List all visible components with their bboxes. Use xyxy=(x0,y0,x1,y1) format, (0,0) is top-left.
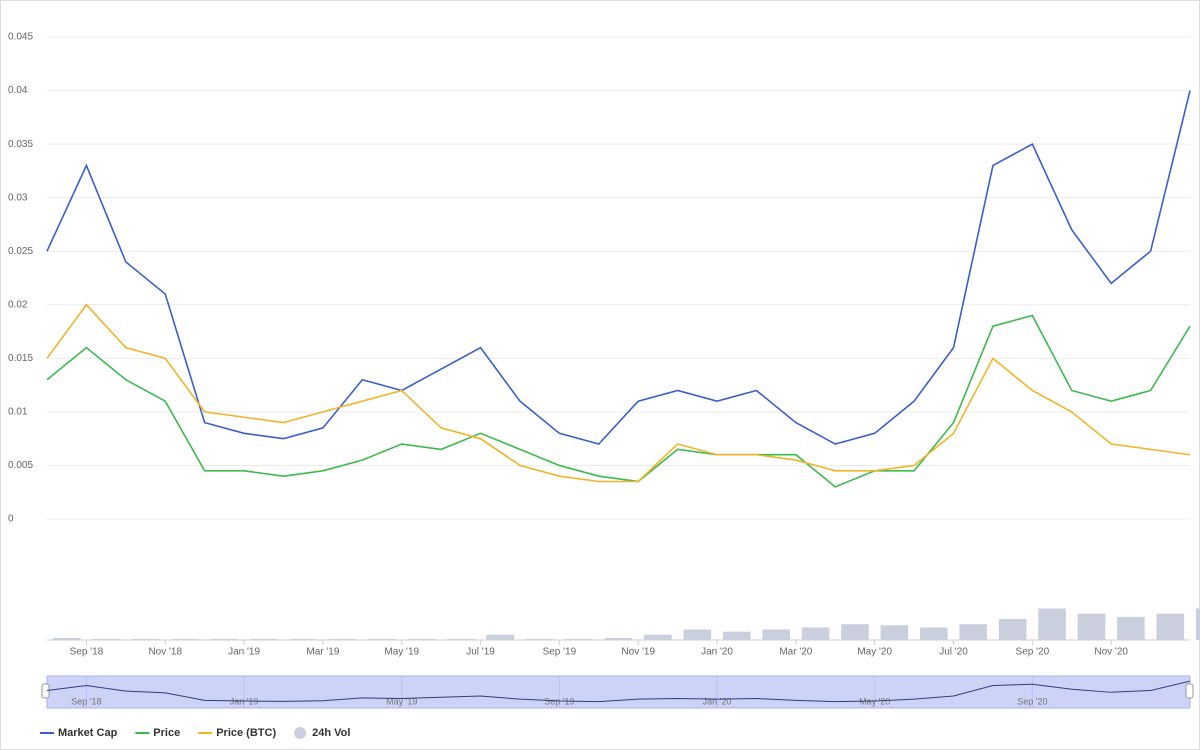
series-line xyxy=(46,303,1191,483)
volume-bar xyxy=(92,638,120,640)
nav-handle[interactable] xyxy=(41,683,50,699)
y-tick-label: 0.045 xyxy=(8,32,33,43)
y-tick-label: 0.03 xyxy=(8,192,28,203)
x-tick-label: Jul '19 xyxy=(466,647,495,658)
x-tick-label: May '20 xyxy=(857,647,892,658)
volume-bar xyxy=(1195,608,1200,640)
volume-bar xyxy=(1038,608,1066,640)
volume-bar xyxy=(920,627,948,640)
legend-symbol xyxy=(294,727,307,739)
volume-bar xyxy=(959,624,988,640)
volume-bar xyxy=(368,638,396,640)
x-tick-label: Sep '20 xyxy=(1016,647,1050,658)
volume-bar xyxy=(841,624,869,640)
x-tick-label: Jan '20 xyxy=(701,647,733,658)
x-tick-label: Sep '18 xyxy=(70,647,104,658)
volume-bar xyxy=(210,638,239,640)
x-tick-label: Mar '19 xyxy=(306,647,339,658)
volume-bar xyxy=(722,631,751,640)
nav-tick-label: Jan '20 xyxy=(703,696,732,706)
legend-item[interactable]: Price xyxy=(135,727,180,739)
volume-bar xyxy=(880,625,909,640)
volume-bar xyxy=(762,629,790,640)
volume-bar xyxy=(604,637,633,640)
y-tick-label: 0.025 xyxy=(8,246,33,257)
volume-bar xyxy=(525,638,554,640)
volume-bar xyxy=(1117,616,1145,640)
volume-bar xyxy=(801,627,830,640)
volume-bar xyxy=(407,638,436,640)
legend-item[interactable]: Price (BTC) xyxy=(198,727,276,739)
x-tick-label: Nov '20 xyxy=(1094,647,1128,658)
volume-bar xyxy=(683,629,712,640)
y-tick-label: 0.035 xyxy=(8,139,33,150)
volume-bar xyxy=(486,634,515,640)
y-tick-label: 0.015 xyxy=(8,353,33,364)
volume-bar xyxy=(52,637,81,640)
nav-tick-label: May '19 xyxy=(386,696,417,706)
y-tick-label: 0.01 xyxy=(8,407,28,418)
navigator[interactable] xyxy=(46,675,1191,709)
series-line xyxy=(46,314,1191,488)
x-tick-label: Mar '20 xyxy=(779,647,812,658)
volume-bar xyxy=(998,619,1027,640)
navigator-line xyxy=(46,680,1191,703)
volume-bar xyxy=(565,638,593,640)
nav-tick-label: Sep '20 xyxy=(1017,696,1047,706)
x-tick-label: Nov '19 xyxy=(621,647,655,658)
y-tick-label: 0.04 xyxy=(8,85,28,96)
legend-label: 24h Vol xyxy=(312,727,350,739)
x-tick-label: May '19 xyxy=(384,647,419,658)
volume-bar xyxy=(171,638,199,640)
y-tick-label: 0.02 xyxy=(8,299,28,310)
legend-item[interactable]: 24h Vol xyxy=(294,727,350,739)
nav-tick-label: Sep '18 xyxy=(71,696,101,706)
x-tick-label: Jan '19 xyxy=(228,647,260,658)
volume-bar xyxy=(131,638,160,640)
legend-label: Price xyxy=(153,727,180,739)
series-line xyxy=(46,90,1191,445)
legend-item[interactable]: Market Cap xyxy=(40,727,118,739)
y-tick-label: 0.005 xyxy=(8,460,33,471)
volume-bar xyxy=(447,638,475,640)
legend-label: Market Cap xyxy=(58,727,118,739)
volume-bar xyxy=(249,638,278,640)
volume-bar xyxy=(1156,613,1185,640)
x-tick-label: Jul '20 xyxy=(939,647,968,658)
y-tick-label: 0 xyxy=(8,514,14,525)
volume-bar xyxy=(1077,613,1106,640)
volume-bar xyxy=(289,638,317,640)
legend-label: Price (BTC) xyxy=(216,727,276,739)
volume-bar xyxy=(328,638,357,640)
x-tick-label: Nov '18 xyxy=(148,647,182,658)
nav-handle[interactable] xyxy=(1185,683,1194,699)
x-tick-label: Sep '19 xyxy=(543,647,577,658)
volume-bar xyxy=(644,634,672,640)
